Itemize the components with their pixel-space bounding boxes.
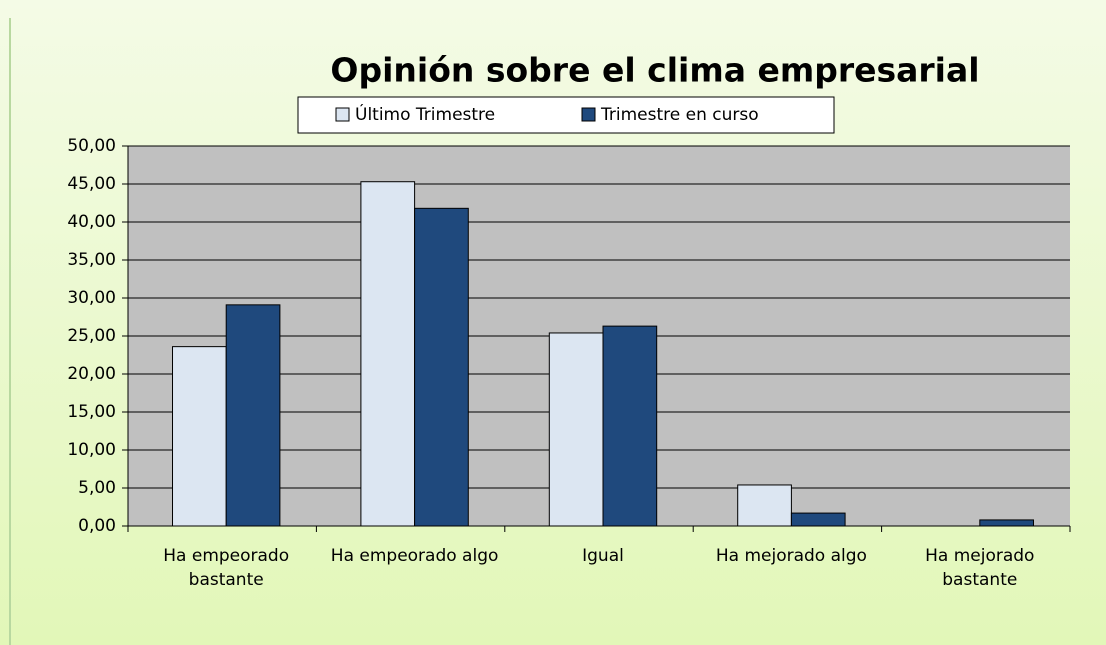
bar	[360, 181, 416, 527]
legend-swatch	[335, 107, 350, 122]
y-tick-label: 25,00	[67, 326, 116, 346]
bar	[737, 484, 792, 527]
bar	[602, 325, 658, 527]
y-tick-label: 5,00	[78, 478, 116, 498]
y-tick-label: 45,00	[67, 174, 116, 194]
x-tick-label: Ha mejorado bastante	[925, 546, 1035, 590]
chart-title: Opinión sobre el clima empresarial	[330, 51, 979, 90]
y-tick-label: 50,00	[67, 136, 116, 156]
y-tick-label: 35,00	[67, 250, 116, 270]
x-tick-label: Ha empeorado algo	[330, 546, 499, 566]
x-tick-label: Ha empeorado bastante	[163, 546, 290, 590]
y-tick-label: 15,00	[67, 402, 116, 422]
y-tick-label: 10,00	[67, 440, 116, 460]
y-tick-label: 40,00	[67, 212, 116, 232]
y-tick-label: 0,00	[78, 516, 116, 536]
legend-swatch	[581, 107, 596, 122]
x-tick-label: Ha mejorado algo	[715, 546, 867, 566]
x-tick-label: Igual	[582, 546, 624, 566]
legend-box	[297, 96, 835, 134]
y-tick-label: 30,00	[67, 288, 116, 308]
legend-label: Último Trimestre	[355, 103, 495, 125]
bar	[979, 519, 1034, 527]
y-tick-label: 20,00	[67, 364, 116, 384]
bar	[414, 207, 469, 527]
bar	[225, 304, 281, 527]
bar	[548, 332, 604, 527]
bar	[790, 512, 846, 527]
bar	[172, 346, 227, 527]
legend-label: Trimestre en curso	[600, 105, 759, 125]
